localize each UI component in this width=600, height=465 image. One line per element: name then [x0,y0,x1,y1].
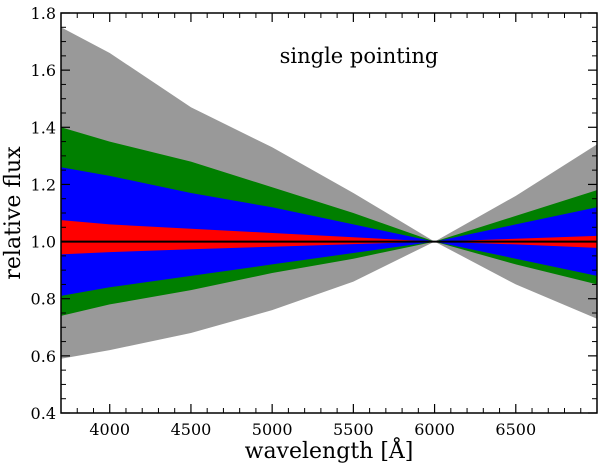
x-tick-label: 4000 [89,420,130,439]
ticks-layer: 4000 4500 5000 5500 6000 6500 0.4 0.6 0.8 1.0 1.2 1… [31,4,597,439]
x-tick-label: 4500 [171,420,212,439]
y-tick-label: 1.4 [31,118,56,137]
x-tick-label: 6000 [414,420,455,439]
y-axis-label: relative flux [1,146,26,280]
annotation-single-pointing: single pointing [280,44,439,68]
y-tick-label: 1.2 [31,175,56,194]
x-tick-label: 5500 [333,420,374,439]
plot-frame [60,12,598,414]
y-tick-label: 1.8 [31,4,56,23]
y-tick-label: 0.8 [31,290,56,309]
y-tick-label: 1.0 [31,233,56,252]
y-tick-label: 0.6 [31,347,56,366]
bands-layer [61,27,597,359]
y-tick-label: 1.6 [31,61,56,80]
band-blue [61,167,597,296]
y-tick-label: 0.4 [31,404,56,423]
x-tick-label: 5000 [252,420,293,439]
x-tick-label: 6500 [495,420,536,439]
x-axis-label: wavelength [Å] [245,436,414,464]
band-red [61,220,597,255]
